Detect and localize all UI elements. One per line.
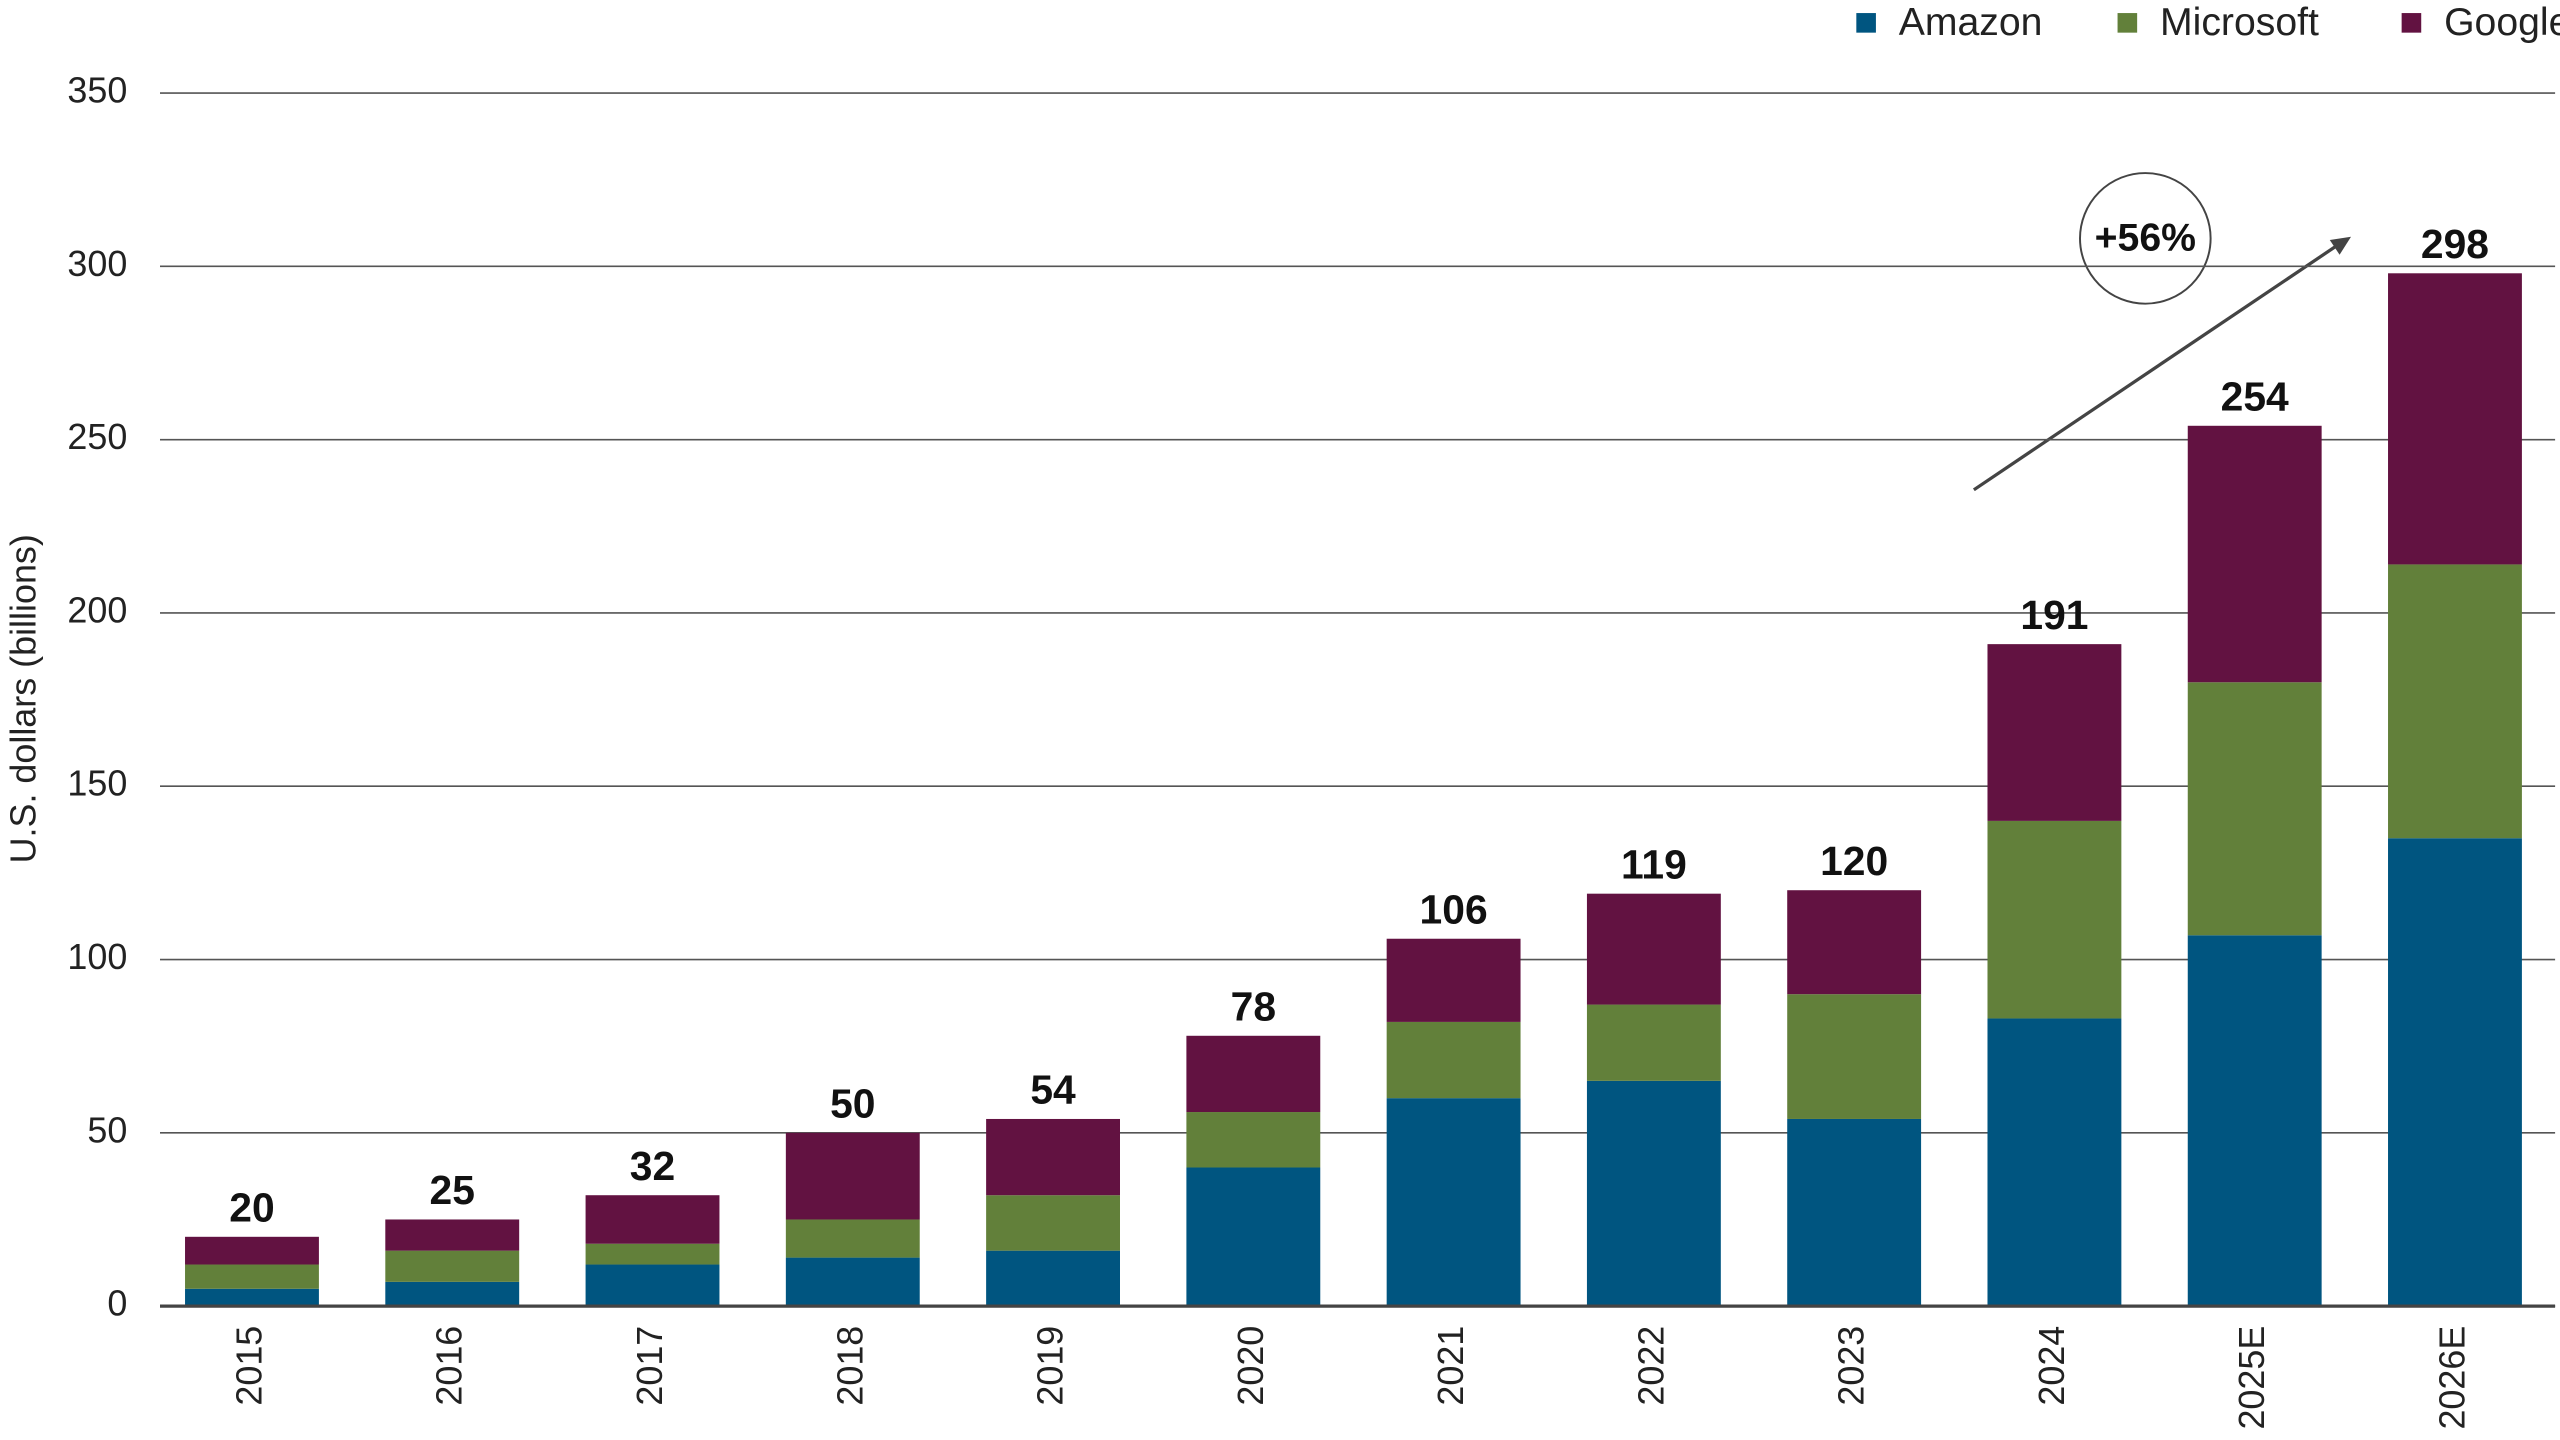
arrow-head [2329, 236, 2352, 255]
total-label: 106 [1420, 886, 1488, 932]
total-label: 32 [630, 1143, 675, 1189]
bar-segment [1586, 893, 1721, 1005]
bar-segment [785, 1219, 920, 1258]
legend-label: Amazon [1899, 1, 2043, 44]
bar-segment [2187, 935, 2322, 1307]
total-label: 119 [1621, 841, 1687, 887]
x-tick-label: 2017 [629, 1326, 670, 1406]
bar-segment [1386, 1021, 1521, 1099]
x-tick-label: 2021 [1430, 1326, 1471, 1406]
legend-swatch [2401, 13, 2422, 33]
total-label: 191 [2020, 592, 2088, 638]
x-tick-label: 2015 [228, 1326, 269, 1406]
bar-segment [185, 1288, 319, 1307]
bar-segment [1787, 1118, 1922, 1307]
bar-segment [785, 1257, 920, 1307]
x-tick-label: 2025E [2231, 1326, 2272, 1430]
bar-segment [986, 1250, 1120, 1307]
bar-segment [1987, 820, 2122, 1019]
y-tick-label: 250 [67, 416, 127, 457]
legend-label: Microsoft [2160, 1, 2319, 44]
bar-segment [2187, 682, 2322, 936]
bar-segment [1386, 1098, 1521, 1307]
bar-segment [385, 1281, 520, 1307]
x-tick-label: 2018 [829, 1326, 870, 1406]
y-tick-label: 50 [87, 1109, 127, 1150]
x-tick-label: 2026E [2431, 1326, 2472, 1430]
bar-segment [1186, 1167, 1321, 1307]
total-label: 54 [1030, 1067, 1076, 1113]
y-tick-label: 150 [67, 763, 127, 804]
total-label: 298 [2421, 221, 2489, 267]
bar-segment [1787, 890, 1922, 995]
bar-segment [1586, 1080, 1721, 1307]
bar-segment [185, 1264, 319, 1289]
y-tick-label: 0 [107, 1283, 127, 1324]
total-label: 78 [1231, 983, 1276, 1029]
legend-swatch [1856, 13, 1876, 33]
annotation-arrow [1972, 243, 2339, 492]
y-axis-label: U.S. dollars (billions) [3, 534, 44, 863]
y-tick-label: 100 [67, 936, 127, 977]
bar-segment [1186, 1112, 1321, 1168]
bar-segment [1186, 1035, 1321, 1113]
total-label: 254 [2221, 373, 2289, 419]
annotation-circle [2079, 172, 2212, 305]
y-tick-label: 200 [67, 589, 127, 630]
bar-segment [2388, 838, 2522, 1307]
legend-swatch [2117, 13, 2138, 33]
bar-segment [385, 1250, 520, 1282]
x-tick-label: 2024 [2031, 1326, 2072, 1406]
bar-segment [986, 1118, 1120, 1196]
y-tick-label: 300 [67, 243, 127, 284]
annotation: +56% [2095, 216, 2196, 259]
bar-segment [1386, 938, 1521, 1022]
bar-segment [185, 1236, 319, 1265]
bar-segment [1586, 1004, 1721, 1081]
x-tick-label: 2023 [1831, 1326, 1872, 1406]
total-label: 20 [229, 1184, 274, 1230]
bar-segment [785, 1132, 920, 1220]
bar-segment [2388, 564, 2522, 839]
bar-segment [2388, 273, 2522, 565]
bar-segment [1787, 994, 1922, 1119]
total-label: 50 [830, 1080, 875, 1126]
x-tick-label: 2022 [1630, 1326, 1671, 1406]
x-tick-label: 2019 [1030, 1326, 1071, 1406]
bar-segment [2187, 425, 2322, 683]
total-label: 25 [430, 1167, 475, 1213]
bar-segment [1987, 644, 2122, 821]
bar-segment [585, 1243, 720, 1265]
bar-segment [585, 1264, 720, 1307]
bar-segment [986, 1195, 1120, 1251]
total-label: 120 [1820, 838, 1888, 884]
y-tick-label: 350 [67, 70, 127, 111]
x-tick-label: 2020 [1230, 1326, 1271, 1406]
x-tick-label: 2016 [429, 1326, 470, 1406]
bar-segment [1987, 1018, 2122, 1307]
bar-segment [585, 1195, 720, 1244]
legend-label: Google [2444, 1, 2560, 44]
bar-segment [385, 1219, 520, 1251]
